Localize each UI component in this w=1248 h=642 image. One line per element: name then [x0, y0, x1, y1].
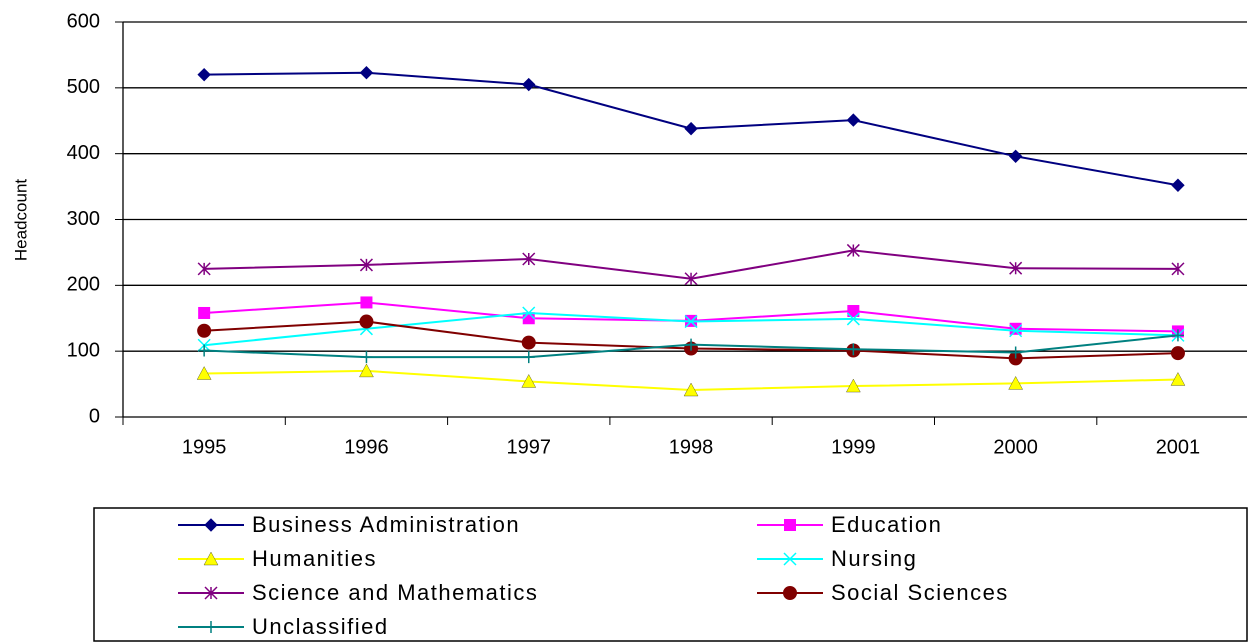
- marker: [1008, 376, 1023, 390]
- marker: [521, 335, 536, 350]
- marker: [684, 121, 698, 136]
- marker: [359, 65, 374, 80]
- y-tick-label: 100: [67, 339, 100, 361]
- marker: [684, 272, 698, 286]
- marker: [846, 312, 860, 326]
- legend-label: Education: [831, 512, 942, 537]
- legend-label: Business Administration: [252, 512, 520, 537]
- marker: [784, 519, 796, 531]
- marker: [1009, 346, 1022, 359]
- marker: [783, 552, 797, 566]
- marker: [197, 323, 212, 338]
- marker: [522, 351, 535, 364]
- y-axis-label: Headcount: [11, 179, 30, 262]
- marker: [1171, 262, 1185, 276]
- marker: [846, 243, 860, 257]
- legend-label: Nursing: [831, 546, 917, 571]
- marker: [1009, 324, 1023, 338]
- y-tick-label: 300: [67, 208, 100, 230]
- marker: [522, 306, 536, 320]
- marker: [847, 343, 860, 356]
- legend-label: Social Sciences: [831, 580, 1009, 605]
- x-tick-label: 2000: [993, 436, 1038, 458]
- legend-label: Humanities: [252, 546, 377, 571]
- marker: [522, 252, 536, 266]
- x-tick-label: 1996: [344, 436, 389, 458]
- y-tick-label: 500: [67, 76, 100, 98]
- marker: [1171, 329, 1184, 342]
- x-tick-label: 2001: [1156, 436, 1201, 458]
- x-tick-label: 1998: [669, 436, 714, 458]
- marker: [684, 315, 698, 329]
- marker: [1171, 178, 1185, 192]
- marker: [1009, 322, 1022, 335]
- marker: [196, 366, 212, 380]
- marker: [359, 314, 374, 329]
- marker: [360, 296, 373, 309]
- x-tick-label: 1997: [507, 436, 552, 458]
- marker: [521, 374, 537, 388]
- y-tick-label: 0: [89, 405, 100, 427]
- marker: [522, 77, 536, 92]
- marker: [847, 305, 860, 318]
- marker: [198, 344, 211, 357]
- legend-label: Science and Mathematics: [252, 580, 538, 605]
- marker: [1008, 149, 1023, 164]
- marker: [683, 382, 699, 397]
- marker: [1170, 372, 1186, 386]
- y-tick-label: 400: [67, 142, 100, 164]
- marker: [204, 586, 218, 600]
- marker: [359, 258, 373, 272]
- marker: [846, 378, 861, 393]
- x-tick-label: 1999: [831, 436, 876, 458]
- marker: [203, 551, 219, 566]
- marker: [197, 262, 211, 276]
- legend-box: [93, 507, 1248, 642]
- marker: [1009, 261, 1023, 275]
- marker: [198, 306, 211, 319]
- marker: [205, 621, 217, 633]
- legend-label: Unclassified: [252, 614, 389, 639]
- marker: [522, 312, 535, 325]
- marker: [1170, 346, 1185, 361]
- marker: [846, 113, 861, 127]
- marker: [360, 351, 373, 364]
- marker: [197, 67, 211, 82]
- marker: [783, 586, 797, 600]
- y-tick-label: 200: [67, 274, 100, 296]
- x-tick-label: 1995: [182, 436, 227, 458]
- marker: [685, 338, 698, 351]
- y-tick-label: 600: [67, 10, 100, 32]
- marker: [359, 363, 374, 378]
- marker: [204, 518, 218, 532]
